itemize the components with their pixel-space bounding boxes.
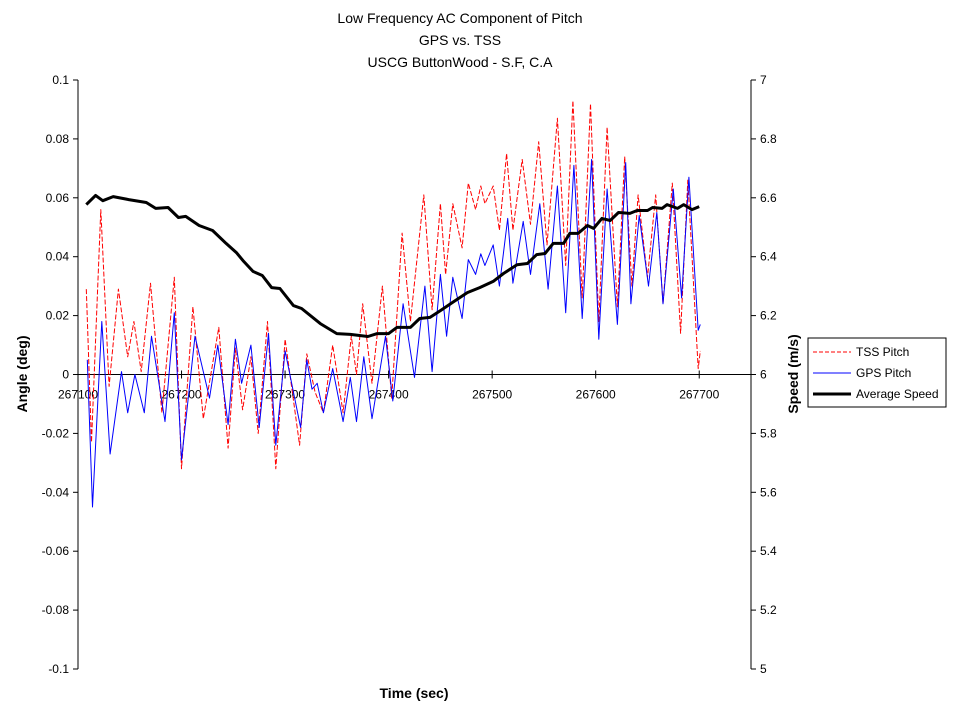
chart-title-line-2: GPS vs. TSS (418, 32, 502, 48)
x-tick-label: 267200 (162, 388, 202, 402)
x-tick-label: 267700 (679, 388, 719, 402)
y2-tick-label: 6.8 (760, 132, 777, 146)
y2-tick-label: 5.8 (760, 426, 777, 440)
y2-tick-label: 5.2 (760, 603, 777, 617)
y-tick-label: -0.06 (42, 544, 70, 558)
y2-tick-label: 6.6 (760, 191, 777, 205)
y2-tick-label: 5.4 (760, 544, 777, 558)
x-tick-label: 267500 (472, 388, 512, 402)
legend-label-gps: GPS Pitch (856, 366, 911, 380)
y-tick-label: -0.08 (42, 603, 70, 617)
x-tick-label: 267100 (58, 388, 98, 402)
legend-label-tss: TSS Pitch (856, 345, 909, 359)
y-tick-label: -0.02 (42, 426, 70, 440)
chart-title-line-1: Low Frequency AC Component of Pitch (337, 10, 583, 26)
y2-tick-label: 6.4 (760, 250, 777, 264)
y-tick-label: -0.1 (48, 662, 69, 676)
y2-tick-label: 6 (760, 368, 767, 382)
series-line-gps-pitch (86, 159, 701, 508)
y2-tick-label: 5 (760, 662, 767, 676)
y-tick-label: 0.04 (46, 250, 70, 264)
y2-tick-label: 7 (760, 73, 767, 87)
x-tick-label: 267400 (369, 388, 409, 402)
y-tick-label: 0.06 (46, 191, 70, 205)
x-tick-label: 267600 (576, 388, 616, 402)
y-tick-label: 0.02 (46, 309, 70, 323)
y2-tick-label: 6.2 (760, 309, 777, 323)
x-tick-label: 267300 (265, 388, 305, 402)
y2-axis-title: Speed (m/s) (785, 334, 801, 413)
legend-label-speed: Average Speed (856, 387, 939, 401)
legend: TSS Pitch GPS Pitch Average Speed (807, 337, 947, 408)
x-axis-title: Time (sec) (380, 685, 449, 701)
y-axis-title: Angle (deg) (14, 336, 30, 413)
y-tick-label: 0.1 (52, 73, 69, 87)
series-line-average-speed (85, 193, 700, 338)
series-line-tss-pitch (85, 100, 701, 470)
y-tick-label: 0.08 (46, 132, 70, 146)
y-tick-label: 0 (62, 368, 69, 382)
y-tick-label: -0.04 (42, 485, 70, 499)
y2-tick-label: 5.6 (760, 485, 777, 499)
chart-title-line-3: USCG ButtonWood - S.F, C.A (367, 54, 553, 70)
